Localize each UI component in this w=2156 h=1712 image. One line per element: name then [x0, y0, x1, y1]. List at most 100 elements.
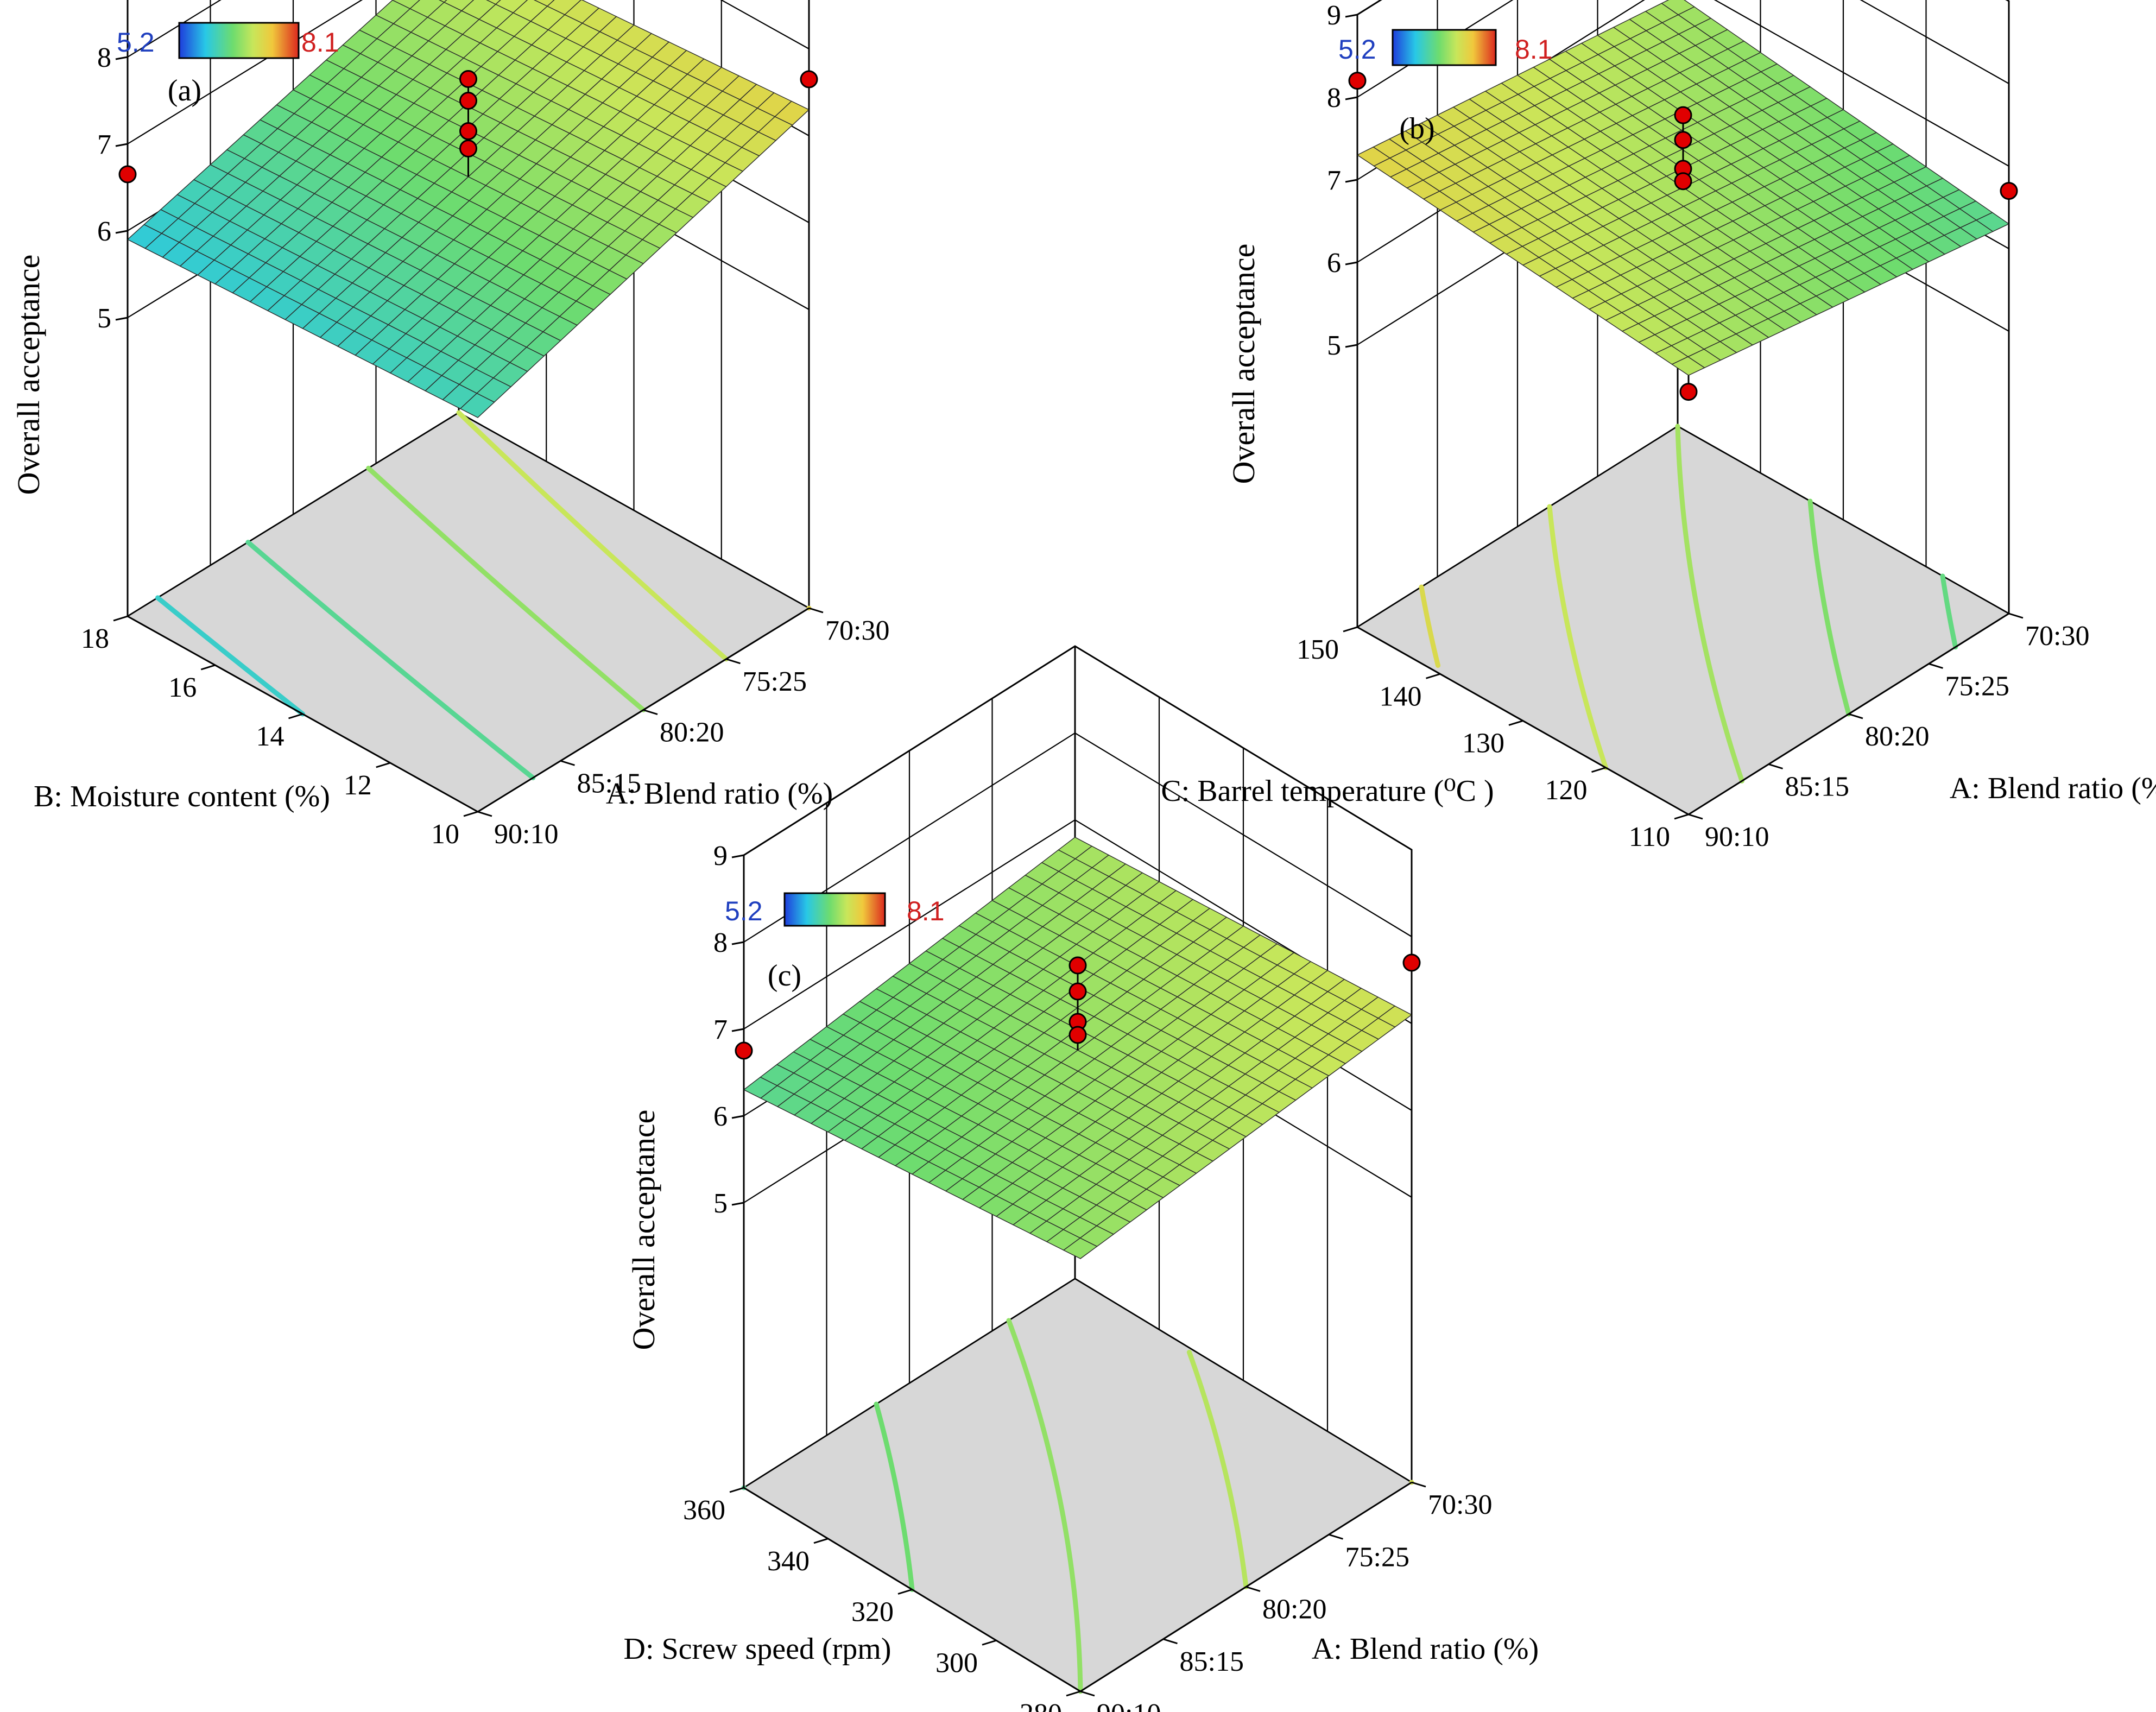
x-axis-title: A: Blend ratio (%) — [1312, 1632, 1539, 1666]
legend-max-label: 8.1 — [301, 27, 339, 58]
design-point-above — [1068, 982, 1087, 1001]
x-tick-mark — [1929, 663, 1943, 669]
x-tick-mark — [643, 709, 658, 715]
y-tick-label: 150 — [1297, 634, 1339, 665]
floor-contour-line — [874, 1401, 915, 1592]
floor-contour-line — [245, 540, 536, 780]
floor-contour-line — [155, 595, 305, 717]
panel-label: (b) — [1399, 112, 1434, 146]
design-point-above — [1674, 172, 1692, 191]
y-tick-mark — [1674, 813, 1689, 820]
y-tick-mark — [200, 664, 216, 671]
z-tick-mark — [731, 941, 744, 945]
floor-contour-line — [1547, 504, 1608, 770]
design-point-above — [459, 70, 477, 88]
legend-max-label: 8.1 — [907, 896, 945, 926]
x-axis-title: A: Blend ratio (%) — [606, 777, 833, 811]
surface-cell — [564, 0, 600, 24]
surface-cell — [495, 0, 528, 14]
z-tick-label: 9 — [713, 841, 728, 871]
design-point-above — [1348, 72, 1367, 90]
x-tick-label: 80:20 — [660, 717, 724, 748]
surface-cell — [443, 0, 475, 11]
y-tick-label: 280 — [1020, 1698, 1062, 1712]
z-tick-label: 5 — [97, 303, 111, 334]
x-tick-mark — [1848, 713, 1863, 719]
y-tick-label: 110 — [1629, 822, 1670, 852]
y-tick-mark — [288, 713, 303, 719]
z-tick-mark — [731, 1028, 744, 1032]
legend-max-label: 8.1 — [1515, 34, 1553, 65]
y-tick-label: 140 — [1380, 681, 1422, 712]
z-axis-title: Overall acceptance — [1226, 244, 1261, 484]
y-tick-mark — [1343, 626, 1358, 633]
design-point-above — [735, 1041, 753, 1060]
design-point-above — [459, 92, 477, 110]
surface-cell — [486, 0, 501, 5]
y-tick-label: 360 — [683, 1495, 725, 1526]
y-tick-label: 10 — [431, 819, 459, 850]
wall-grid-horizontal — [743, 645, 1412, 856]
design-point-above — [800, 70, 818, 89]
surface-cell — [391, 0, 420, 9]
z-tick-mark — [115, 143, 128, 147]
surface-cell — [546, 0, 581, 15]
y-tick-mark — [113, 615, 128, 622]
x-tick-label: 90:10 — [494, 819, 558, 850]
x-tick-mark — [726, 658, 741, 665]
z-tick-label: 7 — [1327, 165, 1341, 196]
y-tick-mark — [813, 1538, 829, 1544]
z-tick-mark — [731, 1202, 744, 1206]
y-axis-title: B: Moisture content (%) — [34, 780, 330, 813]
floor-contour-line — [1675, 424, 1744, 784]
floor-contour-line — [456, 410, 729, 662]
z-tick-label: 6 — [97, 216, 111, 247]
x-tick-label: 70:30 — [1428, 1489, 1492, 1520]
y-tick-mark — [463, 811, 478, 817]
z-tick-label: 5 — [713, 1188, 728, 1219]
design-point-above — [1068, 956, 1087, 975]
floor-contour-line — [366, 465, 646, 712]
y-tick-mark — [729, 1487, 744, 1493]
y-tick-mark — [897, 1589, 913, 1595]
panel-b: 90:10 85:15 80:20 75:25 70:30 110 120 130 140 150… — [1161, 0, 2156, 852]
y-tick-label: 130 — [1462, 728, 1504, 759]
z-tick-label: 7 — [713, 1014, 728, 1045]
z-tick-mark — [115, 56, 128, 60]
y-tick-mark — [1426, 673, 1440, 679]
surface-cell — [439, 0, 447, 3]
response-surface — [1356, 0, 2010, 376]
floor-plane — [126, 412, 811, 813]
surface-cell — [1058, 837, 1093, 860]
z-tick-mark — [1345, 344, 1358, 348]
legend-min-label: 5.2 — [725, 896, 763, 926]
x-tick-mark — [1329, 1533, 1343, 1540]
x-tick-label: 85:15 — [577, 768, 641, 799]
surface-cell — [1661, 0, 1695, 15]
x-tick-mark — [1688, 813, 1703, 820]
design-point-above — [1674, 106, 1692, 124]
x-tick-label: 80:20 — [1262, 1594, 1326, 1625]
z-tick-label: 6 — [1327, 248, 1341, 279]
panel-label: (a) — [168, 74, 201, 108]
surface-cell — [409, 0, 445, 18]
z-tick-label: 8 — [1327, 83, 1341, 113]
surface-cell — [461, 0, 497, 20]
z-tick-mark — [1345, 261, 1358, 266]
z-tick-mark — [1345, 96, 1358, 100]
surface-cell — [533, 0, 555, 7]
color-legend-bar — [783, 892, 886, 927]
x-tick-label: 70:30 — [825, 615, 889, 646]
y-tick-mark — [376, 762, 391, 768]
x-tick-label: 80:20 — [1865, 721, 1929, 752]
legend-min-label: 5.2 — [1338, 34, 1376, 65]
design-point-above — [118, 165, 137, 184]
z-tick-label: 5 — [1327, 330, 1341, 361]
z-tick-label: 8 — [97, 42, 111, 73]
x-tick-label: 75:25 — [1345, 1542, 1409, 1572]
panel-c: 90:10 85:15 80:20 75:25 70:30 280 300 320 340 360… — [624, 645, 1539, 1712]
x-tick-mark — [1245, 1586, 1261, 1592]
y-tick-label: 14 — [256, 721, 284, 752]
